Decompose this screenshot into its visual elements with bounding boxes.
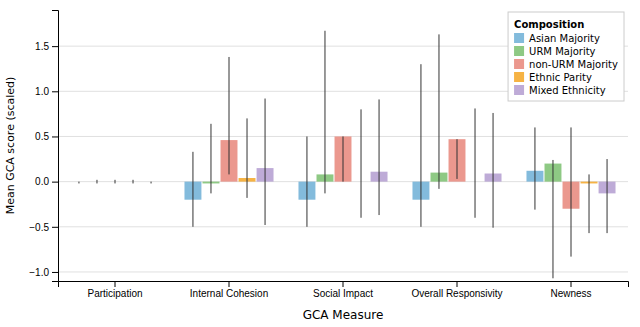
x-tick-mark (115, 281, 116, 287)
error-bar (493, 113, 494, 228)
chart-container: −1.0 −0.5 0.0 0.5 1.0 1.5 Participation Interna… (0, 0, 640, 327)
legend-item: Mixed Ethnicity (514, 85, 606, 96)
x-tick: Overall Responsivity (411, 281, 502, 299)
chart-svg: −1.0 −0.5 0.0 0.5 1.0 1.5 Participation Interna… (0, 0, 640, 327)
x-axis: Participation Internal Cohesion Social Imp… (59, 281, 629, 299)
x-tick-label: Social Impact (313, 288, 373, 299)
error-bar (457, 139, 458, 179)
y-tick-label: 1.0 (35, 86, 49, 97)
error-bar (265, 99, 266, 225)
error-bar (361, 109, 362, 217)
legend-item: non-URM Majority (514, 59, 618, 70)
legend-item: Asian Majority (514, 33, 600, 44)
x-axis-line (59, 282, 629, 288)
y-tick-label: −1.0 (29, 267, 49, 278)
error-bar (96, 180, 97, 184)
y-tick-label: 0.5 (35, 131, 49, 142)
legend: Composition Asian Majority URM Majority non… (508, 12, 624, 101)
legend-swatch (514, 72, 524, 82)
legend-label: non-URM Majority (529, 59, 618, 70)
legend-swatch (514, 59, 524, 69)
x-tick-mark (343, 281, 344, 287)
x-tick-label: Internal Cohesion (190, 288, 268, 299)
error-bar (420, 64, 421, 227)
legend-swatch (514, 46, 524, 56)
y-tick-label: 0.0 (35, 176, 49, 187)
error-bar (589, 174, 590, 233)
legend-label: Mixed Ethnicity (529, 85, 606, 96)
legend-label: Asian Majority (529, 33, 600, 44)
bar (449, 139, 466, 181)
series (79, 64, 543, 227)
error-bar (438, 34, 439, 188)
error-bar (115, 180, 116, 184)
y-tick: 1.5 (35, 41, 58, 52)
x-tick-mark (571, 281, 572, 287)
error-bar (78, 182, 79, 184)
bar (335, 136, 352, 181)
x-tick: Newness (550, 281, 591, 299)
legend-items: Composition Asian Majority URM Majority non… (514, 19, 618, 96)
y-tick-mark (52, 136, 58, 137)
legend-item: Ethnic Parity (514, 72, 592, 83)
x-tick: Internal Cohesion (190, 281, 268, 299)
y-tick-mark (52, 182, 58, 183)
y-tick: 0.5 (35, 131, 58, 142)
legend-label: Ethnic Parity (529, 72, 592, 83)
x-tick-mark (229, 281, 230, 287)
error-bar (379, 99, 380, 215)
series (97, 31, 561, 279)
error-bar (151, 182, 152, 184)
y-tick: −1.0 (29, 267, 58, 278)
plot-area: −1.0 −0.5 0.0 0.5 1.0 1.5 Participation Interna… (29, 11, 628, 300)
error-bar (210, 124, 211, 194)
y-tick-label: 1.5 (35, 41, 49, 52)
y-tick-mark (52, 46, 58, 47)
y-tick-mark (52, 227, 58, 228)
error-bar (247, 118, 248, 197)
y-tick-mark (52, 91, 58, 92)
error-bar (475, 108, 476, 217)
y-tick-mark (52, 272, 58, 273)
error-bar (306, 136, 307, 226)
legend-label: URM Majority (529, 46, 596, 57)
legend-title: Composition (514, 19, 584, 30)
error-bar (607, 159, 608, 233)
error-bar (192, 152, 193, 227)
x-tick-label: Overall Responsivity (411, 288, 502, 299)
error-bar (571, 127, 572, 256)
error-bar (133, 180, 134, 184)
grid-line (58, 271, 628, 272)
legend-swatch (514, 85, 524, 95)
x-tick: Social Impact (313, 281, 373, 299)
x-tick-label: Newness (550, 288, 591, 299)
x-tick: Participation (87, 281, 142, 299)
series (151, 99, 615, 234)
error-bar (324, 31, 325, 194)
y-tick: 1.0 (35, 86, 58, 97)
x-tick-label: Participation (87, 288, 142, 299)
y-tick: −0.5 (29, 222, 58, 233)
series (133, 108, 597, 233)
x-tick-mark (457, 281, 458, 287)
x-axis-title: GCA Measure (303, 308, 384, 322)
y-tick-label: −0.5 (29, 222, 49, 233)
y-axis-title: Mean GCA score (scaled) (4, 77, 17, 215)
legend-item: URM Majority (514, 46, 596, 57)
y-tick: 0.0 (35, 176, 58, 187)
error-bar (229, 57, 230, 174)
y-axis: −1.0 −0.5 0.0 0.5 1.0 1.5 (29, 11, 58, 282)
error-bar (343, 136, 344, 181)
legend-swatch (514, 33, 524, 43)
grid (58, 46, 628, 272)
grid-line (58, 226, 628, 227)
error-bar (552, 160, 553, 278)
legend-box (508, 12, 624, 101)
y-axis-line (52, 11, 59, 282)
error-bar (534, 127, 535, 209)
